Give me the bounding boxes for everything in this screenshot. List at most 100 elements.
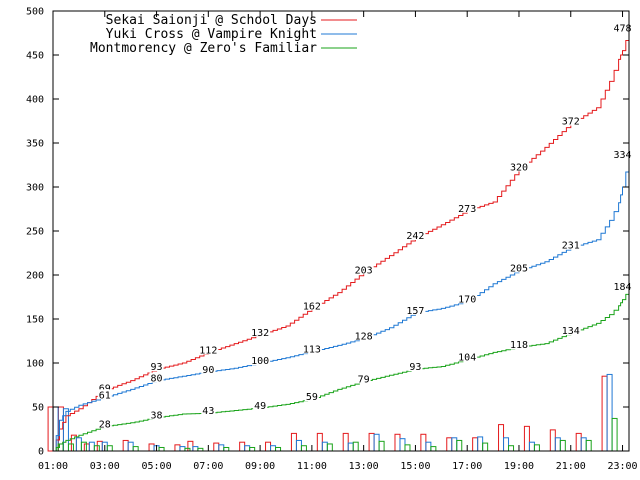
data-label-bg	[149, 361, 164, 372]
data-label-bg	[353, 264, 374, 275]
data-label-bg	[408, 361, 423, 372]
data-label: 49	[254, 401, 266, 412]
x-tick-label: 17:00	[452, 461, 482, 472]
y-tick-label: 100	[26, 359, 44, 370]
data-label-bg	[560, 115, 581, 126]
data-label-bg	[457, 293, 478, 304]
data-label-bg	[149, 372, 164, 383]
data-label-bg	[457, 202, 478, 213]
data-label-bg	[149, 409, 164, 420]
data-label: 93	[151, 362, 163, 373]
x-tick-label: 03:00	[90, 461, 120, 472]
data-label: 231	[562, 241, 580, 252]
data-label-bg	[250, 326, 271, 337]
data-label: 478	[613, 23, 631, 34]
lines-layer	[53, 30, 630, 452]
data-label-bg	[97, 418, 112, 429]
data-label: 38	[151, 411, 163, 422]
y-tick-label: 150	[26, 315, 44, 326]
data-label: 170	[458, 294, 476, 305]
data-label: 93	[409, 362, 421, 373]
data-label-bg	[405, 230, 426, 241]
data-label: 113	[303, 345, 321, 356]
data-label: 372	[562, 117, 580, 128]
data-label: 28	[99, 419, 111, 430]
y-tick-label: 200	[26, 271, 44, 282]
legend-label: Yuki Cross @ Vampire Knight	[106, 27, 317, 42]
data-label-bg	[405, 304, 426, 315]
y-tick-label: 450	[26, 51, 44, 62]
data-label: 203	[355, 265, 373, 276]
data-label: 43	[202, 406, 214, 417]
data-label-bg	[457, 351, 478, 362]
series-line-1	[53, 30, 630, 452]
data-label-bg	[250, 355, 271, 365]
data-label-bg	[612, 281, 633, 292]
x-tick-label: 15:00	[400, 461, 430, 472]
legend-label: Sekai Saionji @ School Days	[106, 13, 317, 28]
data-label: 242	[406, 231, 424, 242]
data-label-bg	[560, 239, 581, 250]
data-label: 90	[202, 365, 214, 376]
y-tick-label: 0	[38, 447, 44, 458]
data-label: 80	[151, 374, 163, 385]
data-label-bg	[198, 344, 219, 355]
data-label: 59	[306, 392, 318, 403]
data-label-bg	[97, 382, 112, 393]
data-label: 134	[562, 326, 580, 337]
legend-label: Montmorency @ Zero's Familiar	[90, 41, 317, 56]
axis-ticks-layer: 0 50 100 150 200 250 300 350 400 450 500 01:00 03:00…	[26, 7, 638, 473]
data-label-bg	[301, 343, 322, 354]
data-label-bg	[201, 405, 216, 416]
data-label-bg	[97, 389, 112, 400]
data-label: 334	[613, 150, 631, 161]
data-label: 184	[613, 282, 631, 293]
data-label: 157	[406, 306, 424, 317]
data-label-bg	[508, 262, 529, 273]
y-tick-label: 350	[26, 139, 44, 150]
x-tick-label: 07:00	[193, 461, 223, 472]
data-label: 79	[358, 374, 370, 385]
x-tick-label: 11:00	[297, 461, 327, 472]
data-label: 320	[510, 162, 528, 173]
x-tick-label: 05:00	[141, 461, 171, 472]
y-tick-label: 400	[26, 95, 44, 106]
data-label: 100	[251, 356, 269, 367]
data-label-bg	[612, 22, 633, 33]
data-labels-layer: 69 93 112 132 162 203 242 273 320 372 478 61 80 90 100…	[97, 22, 633, 430]
data-label-bg	[612, 149, 633, 160]
data-label-bg	[508, 339, 529, 350]
data-label-bg	[201, 363, 216, 374]
data-label: 128	[355, 331, 373, 342]
series-line-3	[53, 289, 630, 452]
data-label: 69	[99, 383, 111, 394]
data-label: 61	[99, 390, 111, 401]
data-label-bg	[304, 391, 319, 402]
x-tick-label: 23:00	[607, 461, 637, 472]
y-tick-label: 250	[26, 227, 44, 238]
x-tick-label: 19:00	[504, 461, 534, 472]
data-label: 132	[251, 328, 269, 339]
data-label: 112	[199, 345, 217, 356]
data-label-bg	[253, 399, 268, 410]
x-tick-label: 21:00	[556, 461, 586, 472]
x-tick-label: 01:00	[38, 461, 68, 472]
x-tick-label: 13:00	[349, 461, 379, 472]
data-label-bg	[508, 161, 529, 172]
data-label-bg	[353, 330, 374, 341]
data-label: 104	[458, 352, 476, 363]
series-line-2	[53, 157, 630, 452]
y-tick-label: 50	[32, 403, 44, 414]
data-label-bg	[356, 373, 371, 384]
data-label-bg	[301, 300, 322, 311]
data-label: 205	[510, 264, 528, 275]
y-tick-label: 500	[26, 7, 44, 18]
x-tick-label: 09:00	[245, 461, 275, 472]
data-label-bg	[560, 325, 581, 336]
y-tick-label: 300	[26, 183, 44, 194]
data-label: 162	[303, 301, 321, 312]
data-label: 118	[510, 340, 528, 351]
data-label: 273	[458, 204, 476, 215]
